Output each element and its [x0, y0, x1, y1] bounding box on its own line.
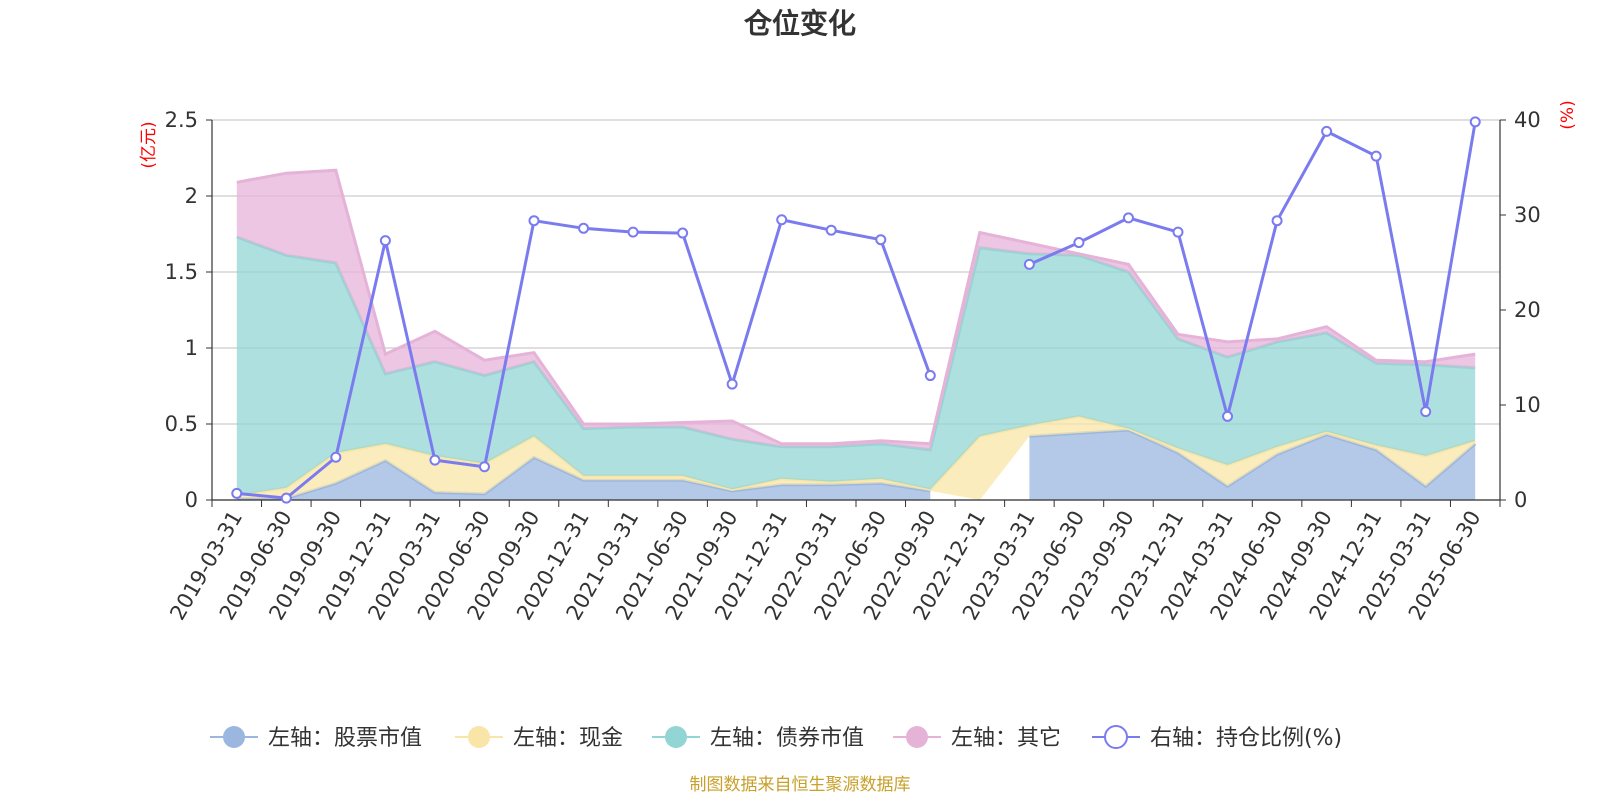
ratio-line-path	[1028, 121, 1477, 423]
legend-label: 左轴：其它	[951, 726, 1061, 751]
left-axis-tick-label: 2.5	[165, 108, 198, 132]
ratio-point	[875, 234, 887, 246]
right-axis-tick-label: 20	[1514, 298, 1541, 322]
legend-label: 左轴：债券市值	[710, 726, 864, 751]
ratio-point	[924, 370, 936, 382]
ratio-point	[1122, 212, 1134, 224]
left-axis-tick-label: 1	[185, 336, 198, 360]
ratio-point	[1271, 215, 1283, 227]
ratio-point	[776, 214, 788, 226]
ratio-point	[677, 227, 689, 239]
right-axis-tick-label: 40	[1514, 108, 1541, 132]
ratio-point	[726, 378, 738, 390]
ratio-point	[231, 487, 243, 499]
ratio-point	[1370, 150, 1382, 162]
right-axis-unit: (%)	[1558, 100, 1578, 129]
left-axis-tick-label: 0.5	[165, 412, 198, 436]
right-axis-tick-label: 30	[1514, 203, 1541, 227]
ratio-point	[1073, 237, 1085, 249]
right-axis-tick-label: 0	[1514, 488, 1527, 512]
left-axis-unit: (亿元)	[139, 121, 159, 168]
source-note: 制图数据来自恒生聚源数据库	[690, 775, 911, 795]
ratio-point	[1172, 226, 1184, 238]
legend-marker	[1104, 725, 1128, 749]
area-edge-3	[236, 168, 1476, 446]
legend[interactable]: 左轴：股票市值 左轴：现金 左轴：债券市值 左轴：其它 右轴：持仓比例(%)	[210, 725, 1342, 751]
legend-marker	[906, 726, 928, 748]
ratio-point	[330, 451, 342, 463]
chart-title: 仓位变化	[744, 7, 856, 40]
ratio-point	[627, 226, 639, 238]
legend-marker	[468, 726, 490, 748]
position-ratio-line	[231, 116, 1481, 504]
legend-item[interactable]: 左轴：债券市值	[652, 726, 864, 751]
area-0	[1029, 430, 1476, 500]
right-axis-tick-label: 10	[1514, 393, 1541, 417]
left-axis-tick-label: 0	[185, 488, 198, 512]
ratio-point	[578, 222, 590, 234]
legend-item[interactable]: 左轴：股票市值	[210, 726, 422, 751]
ratio-point	[1222, 410, 1234, 422]
legend-item[interactable]: 左轴：其它	[893, 726, 1061, 751]
area-1	[236, 416, 1476, 500]
stacked-areas	[236, 168, 1477, 500]
ratio-point	[528, 215, 540, 227]
ratio-point	[1321, 125, 1333, 137]
legend-marker	[223, 726, 245, 748]
left-axis-tick-label: 1.5	[165, 260, 198, 284]
ratio-point	[1023, 258, 1035, 270]
ratio-point	[478, 461, 490, 473]
legend-label: 左轴：股票市值	[268, 726, 422, 751]
ratio-point	[1469, 116, 1481, 128]
legend-item[interactable]: 右轴：持仓比例(%)	[1092, 725, 1342, 751]
area-2	[236, 237, 1476, 496]
ratio-point	[379, 235, 391, 247]
legend-label: 左轴：现金	[513, 726, 623, 751]
ratio-point	[1420, 406, 1432, 418]
ratio-point	[280, 492, 292, 504]
legend-marker	[665, 726, 687, 748]
left-axis-tick-label: 2	[185, 184, 198, 208]
legend-item[interactable]: 左轴：现金	[455, 726, 623, 751]
ratio-point	[825, 224, 837, 236]
legend-label: 右轴：持仓比例(%)	[1150, 726, 1342, 751]
ratio-point	[429, 454, 441, 466]
